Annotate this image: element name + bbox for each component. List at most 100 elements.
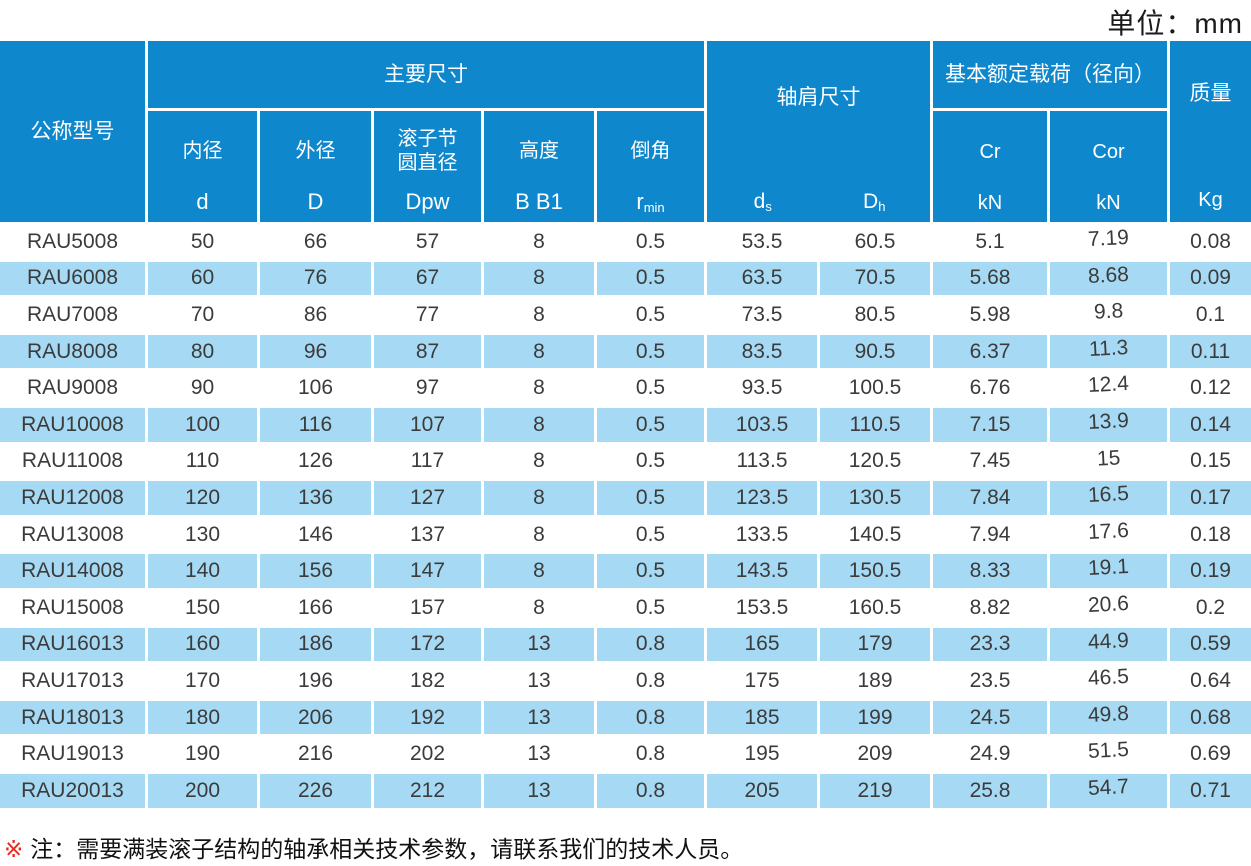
cell-inner-d: 120 [148, 481, 257, 515]
cell-cor: 19.1 [1050, 554, 1167, 588]
header-cr-symbol: Cr [979, 141, 1001, 163]
header-chamfer-symbol: rmin [636, 189, 665, 215]
cell-cor: 44.9 [1050, 627, 1167, 662]
cell-pitch-Dpw: 77 [374, 298, 481, 332]
cell-shoulder-ds: 63.5 [707, 261, 817, 296]
cell-outer-D: 226 [260, 773, 371, 808]
cell-cor: 49.8 [1050, 700, 1167, 735]
cell-model: RAU10008 [0, 407, 145, 442]
cell-cr: 5.98 [933, 298, 1047, 332]
cell-pitch-Dpw: 107 [374, 407, 481, 442]
header-height: 高度 B B1 [484, 111, 594, 222]
cell-outer-D: 136 [260, 481, 371, 515]
cell-cr: 8.82 [933, 590, 1047, 625]
cell-pitch-Dpw: 137 [374, 517, 481, 552]
cell-model: RAU13008 [0, 517, 145, 552]
cell-chamfer-r: 0.8 [597, 664, 704, 698]
cell-model: RAU19013 [0, 737, 145, 771]
cell-outer-D: 116 [260, 407, 371, 442]
cell-shoulder-ds: 93.5 [707, 371, 817, 405]
cell-mass: 0.14 [1170, 407, 1251, 442]
cell-shoulder-Dh: 60.5 [820, 225, 930, 259]
cell-inner-d: 150 [148, 590, 257, 625]
header-shoulder-group: 轴肩尺寸 ds Dh [707, 41, 930, 222]
cell-model: RAU14008 [0, 554, 145, 588]
cell-height-B: 8 [484, 261, 594, 296]
cell-chamfer-r: 0.5 [597, 334, 704, 369]
cell-chamfer-r: 0.5 [597, 371, 704, 405]
cell-outer-D: 96 [260, 334, 371, 369]
cell-model: RAU15008 [0, 590, 145, 625]
header-inner-diameter-symbol: d [196, 189, 209, 214]
cell-mass: 0.17 [1170, 481, 1251, 515]
cell-shoulder-Dh: 160.5 [820, 590, 930, 625]
cell-shoulder-ds: 113.5 [707, 444, 817, 479]
cell-height-B: 8 [484, 554, 594, 588]
cell-shoulder-Dh: 179 [820, 627, 930, 662]
cell-shoulder-ds: 143.5 [707, 554, 817, 588]
header-shoulder-ds-symbol: ds [753, 190, 772, 214]
cell-outer-D: 106 [260, 371, 371, 405]
cell-cor: 17.6 [1050, 517, 1167, 552]
cell-inner-d: 70 [148, 298, 257, 332]
cell-height-B: 13 [484, 737, 594, 771]
unit-label-bar: 单位：mm [0, 0, 1251, 41]
cell-mass: 0.11 [1170, 334, 1251, 369]
cell-height-B: 8 [484, 444, 594, 479]
cell-height-B: 13 [484, 773, 594, 808]
cell-outer-D: 76 [260, 261, 371, 296]
cell-cr: 6.76 [933, 371, 1047, 405]
cell-mass: 0.1 [1170, 298, 1251, 332]
cell-shoulder-Dh: 120.5 [820, 444, 930, 479]
cell-mass: 0.15 [1170, 444, 1251, 479]
cell-chamfer-r: 0.8 [597, 773, 704, 808]
header-outer-diameter-label: 外径 [295, 140, 336, 162]
cell-inner-d: 50 [148, 225, 257, 259]
cell-height-B: 8 [484, 407, 594, 442]
cell-model: RAU11008 [0, 444, 145, 479]
table-body: RAU5008 50 66 57 8 0.5 53.5 60.5 5.1 7.19 0.08 RAU6… [0, 225, 1251, 808]
cell-shoulder-ds: 195 [707, 737, 817, 771]
cell-shoulder-Dh: 189 [820, 664, 930, 698]
header-shoulder-label: 轴肩尺寸 [776, 86, 861, 109]
cell-pitch-Dpw: 57 [374, 225, 481, 259]
cell-pitch-Dpw: 67 [374, 261, 481, 296]
cell-mass: 0.12 [1170, 371, 1251, 405]
cell-mass: 0.64 [1170, 664, 1251, 698]
cell-height-B: 13 [484, 627, 594, 662]
cell-mass: 0.71 [1170, 773, 1251, 808]
cell-pitch-Dpw: 147 [374, 554, 481, 588]
header-shoulder-symbols: ds Dh [707, 190, 930, 214]
cell-inner-d: 60 [148, 261, 257, 296]
cell-pitch-Dpw: 192 [374, 700, 481, 735]
cell-cr: 23.5 [933, 664, 1047, 698]
cell-height-B: 8 [484, 334, 594, 369]
cell-cor: 51.5 [1050, 737, 1167, 771]
cell-mass: 0.19 [1170, 554, 1251, 588]
cell-pitch-Dpw: 212 [374, 773, 481, 808]
cell-cor: 7.19 [1050, 225, 1167, 259]
header-mass-unit: Kg [1198, 189, 1223, 211]
header-cr-column: Cr kN [933, 111, 1047, 222]
cell-cor: 13.9 [1050, 407, 1167, 442]
cell-mass: 0.68 [1170, 700, 1251, 735]
header-pitch-diameter-label-line1: 滚子节 [397, 128, 458, 150]
cell-chamfer-r: 0.8 [597, 700, 704, 735]
cell-model: RAU16013 [0, 627, 145, 662]
cell-height-B: 8 [484, 371, 594, 405]
header-pitch-diameter-label-line2: 圆直径 [397, 152, 458, 174]
cell-cor: 46.5 [1050, 664, 1167, 698]
cell-cor: 8.68 [1050, 261, 1167, 296]
cell-pitch-Dpw: 97 [374, 371, 481, 405]
cell-shoulder-Dh: 219 [820, 773, 930, 808]
cell-cr: 24.5 [933, 700, 1047, 735]
cell-inner-d: 110 [148, 444, 257, 479]
header-inner-diameter-label: 内径 [182, 140, 223, 162]
cell-inner-d: 130 [148, 517, 257, 552]
cell-pitch-Dpw: 172 [374, 627, 481, 662]
cell-inner-d: 80 [148, 334, 257, 369]
cell-model: RAU18013 [0, 700, 145, 735]
cell-outer-D: 146 [260, 517, 371, 552]
table-header: 公称型号 主要尺寸 内径 d 外径 D 滚子节 圆直径 Dpw 高度 B B1 … [0, 41, 1251, 222]
cell-shoulder-ds: 83.5 [707, 334, 817, 369]
